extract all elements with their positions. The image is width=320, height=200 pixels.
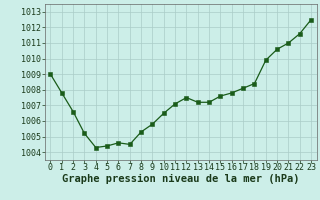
X-axis label: Graphe pression niveau de la mer (hPa): Graphe pression niveau de la mer (hPa) (62, 174, 300, 184)
